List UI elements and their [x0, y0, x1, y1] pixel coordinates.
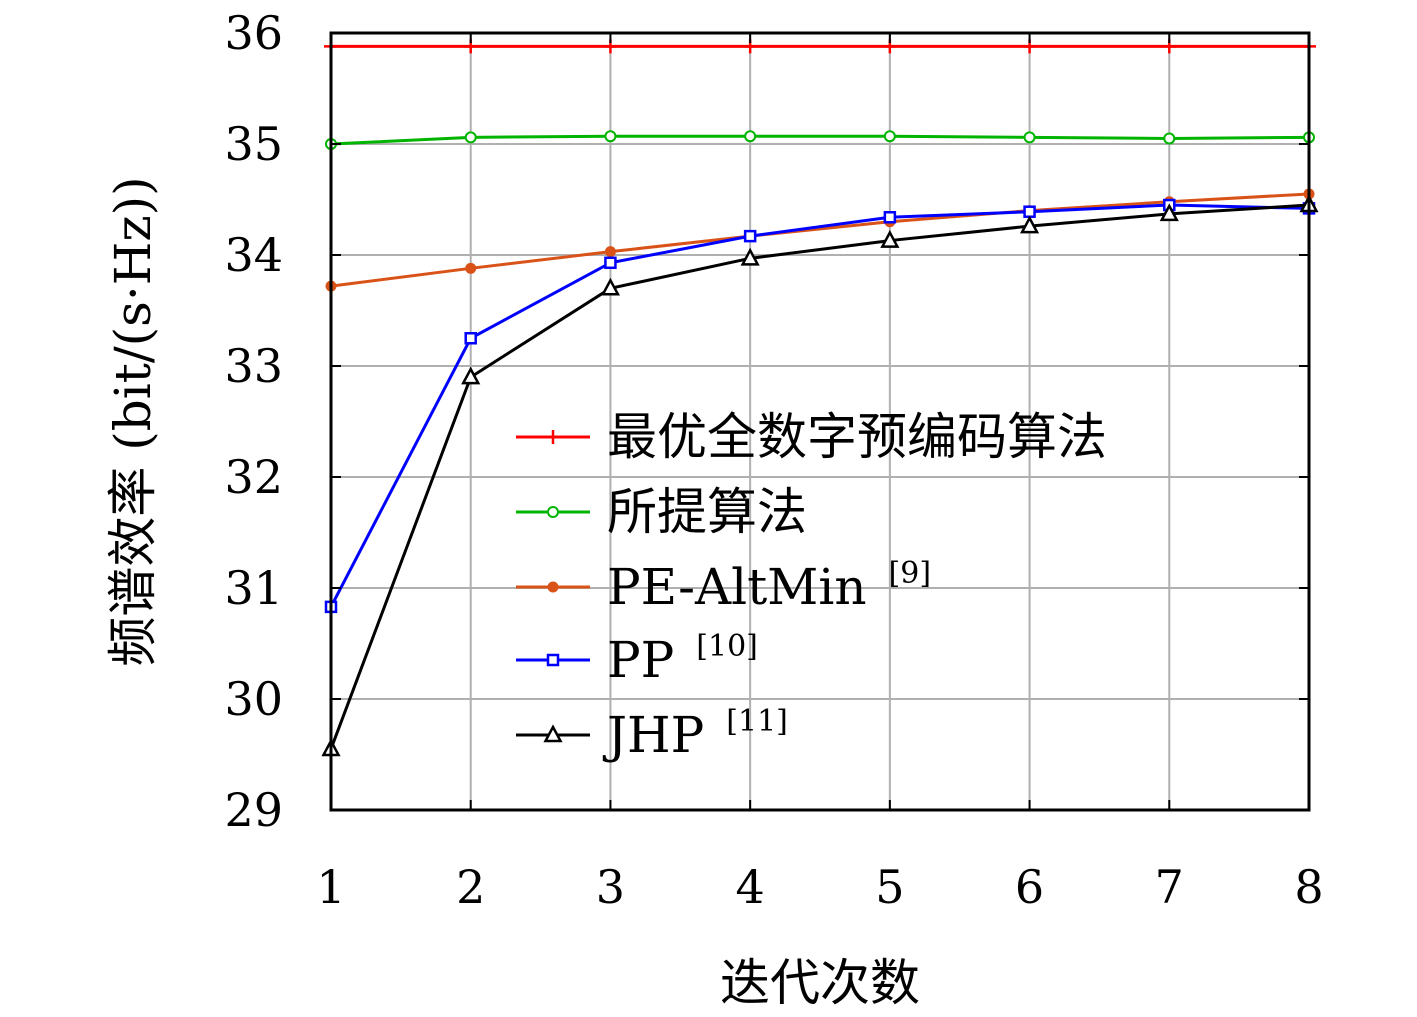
data-point	[461, 366, 481, 385]
x-tick-label: 3	[596, 860, 625, 914]
grid	[330, 32, 1310, 811]
legend-label: PP	[607, 631, 674, 689]
data-point	[604, 130, 617, 143]
data-point	[604, 246, 616, 258]
data-point	[1163, 132, 1176, 145]
data-point	[546, 430, 560, 444]
legend-reference: [10]	[696, 629, 758, 664]
y-axis-label: 频谱效率 (bit/(s·Hz))	[104, 176, 162, 666]
tick-marks	[330, 32, 1310, 811]
x-tick-labels: 1 2 3 4 5 6 7 8	[316, 860, 1323, 914]
data-point	[1019, 215, 1040, 234]
y-tick-label: 36	[224, 6, 283, 60]
y-tick-label: 34	[224, 228, 283, 282]
data-point	[543, 724, 563, 743]
x-tick-label: 7	[1155, 860, 1184, 914]
x-tick-label: 1	[316, 860, 345, 914]
data-point	[883, 211, 897, 224]
series-1	[325, 130, 1315, 150]
data-point	[465, 262, 477, 274]
y-tick-label: 35	[224, 117, 283, 171]
x-tick-label: 6	[1015, 860, 1044, 914]
x-tick-label: 5	[875, 860, 904, 914]
y-tick-label: 32	[224, 450, 283, 504]
x-tick-label: 2	[456, 860, 485, 914]
data-point	[464, 332, 477, 345]
legend-entry: PE-AltMin [9]	[516, 556, 931, 616]
legend-reference: [11]	[726, 704, 788, 739]
data-point	[743, 229, 757, 243]
legend-label: JHP	[602, 706, 704, 764]
data-point	[880, 229, 900, 248]
legend-label: 最优全数字预编码算法	[607, 408, 1107, 466]
x-tick-label: 8	[1294, 860, 1323, 914]
series-line	[330, 192, 1310, 288]
data-point	[1023, 131, 1036, 144]
y-tick-label: 29	[224, 783, 283, 837]
series-0	[324, 39, 1316, 54]
legend-label: 所提算法	[607, 483, 807, 541]
legend-entry: 所提算法	[516, 483, 807, 541]
data-point	[744, 130, 757, 143]
data-point	[883, 130, 896, 143]
y-tick-label: 33	[224, 339, 283, 393]
legend-entry: JHP [11]	[516, 704, 788, 764]
data-point	[600, 277, 621, 296]
data-point	[1159, 203, 1179, 222]
legend-entry: 最优全数字预编码算法	[516, 408, 1107, 466]
data-point	[547, 581, 559, 593]
data-point	[546, 653, 560, 667]
data-point	[1023, 205, 1036, 218]
y-tick-labels: 29 30 31 32 33 34 35 36	[224, 6, 283, 837]
data-point	[464, 131, 477, 144]
y-tick-label: 31	[224, 561, 283, 615]
legend-entry: PP [10]	[516, 629, 758, 689]
series-layer	[321, 39, 1319, 757]
x-tick-label: 4	[736, 860, 765, 914]
series-line	[329, 203, 1310, 608]
plot-frame	[329, 31, 1311, 812]
legend-reference: [9]	[889, 556, 932, 591]
y-tick-label: 30	[224, 672, 283, 726]
data-point	[547, 506, 559, 518]
series-3	[324, 198, 1316, 614]
x-axis-label: 迭代次数	[720, 954, 920, 1012]
legend-label: PE-AltMin	[607, 558, 867, 616]
data-point	[604, 256, 617, 270]
data-point	[740, 247, 760, 266]
series-line	[329, 203, 1310, 750]
series-line	[330, 134, 1310, 146]
